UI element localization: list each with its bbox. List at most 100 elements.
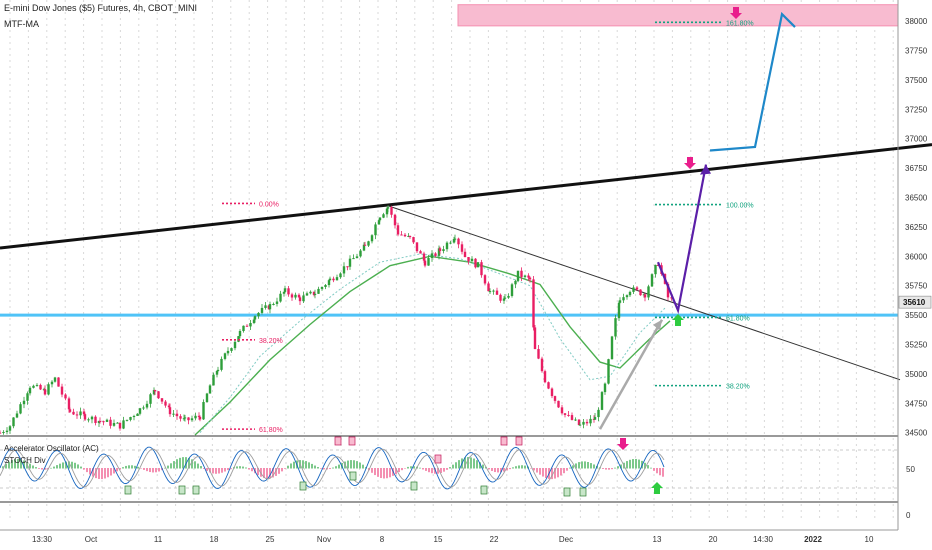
ac-histogram-bar bbox=[620, 464, 622, 469]
ac-histogram-bar bbox=[614, 467, 616, 469]
ac-histogram-bar bbox=[509, 468, 511, 470]
candle-body bbox=[585, 421, 589, 424]
ac-histogram-bar bbox=[347, 460, 349, 469]
bull-div-marker bbox=[178, 485, 186, 495]
ac-histogram-bar bbox=[329, 468, 331, 470]
ac-histogram-bar bbox=[236, 466, 238, 469]
bull-div-marker bbox=[579, 487, 587, 497]
ac-histogram-bar bbox=[449, 467, 451, 469]
candle-body bbox=[449, 242, 452, 244]
candle-body bbox=[445, 242, 449, 250]
ac-histogram-bar bbox=[659, 468, 661, 476]
candle-body bbox=[618, 300, 622, 303]
candle-body bbox=[183, 417, 187, 419]
candle-body bbox=[68, 409, 72, 412]
candle-body bbox=[313, 293, 317, 295]
ac-histogram-bar bbox=[377, 468, 379, 477]
ac-histogram-bar bbox=[428, 468, 430, 473]
ac-histogram-bar bbox=[476, 460, 478, 469]
candle-body bbox=[87, 419, 90, 421]
candle-body bbox=[628, 291, 632, 296]
ac-histogram-bar bbox=[533, 468, 535, 471]
candle-body bbox=[352, 258, 355, 260]
candle-body bbox=[670, 297, 673, 299]
y-tick-label: 35500 bbox=[905, 311, 928, 320]
candle-body bbox=[463, 251, 467, 258]
x-tick-label: 8 bbox=[380, 535, 385, 544]
ac-histogram-bar bbox=[224, 468, 226, 472]
x-tick-label: 2022 bbox=[804, 535, 822, 544]
ac-histogram-bar bbox=[566, 468, 568, 471]
candle-body bbox=[385, 208, 389, 215]
ac-histogram-bar bbox=[242, 466, 244, 469]
ac-histogram-bar bbox=[539, 468, 541, 475]
candle-body bbox=[94, 416, 97, 423]
x-tick-label: 25 bbox=[266, 535, 275, 544]
ac-histogram-bar bbox=[140, 468, 142, 469]
ac-histogram-bar bbox=[89, 468, 91, 475]
stoch-d-line bbox=[0, 448, 665, 488]
candle-body bbox=[593, 417, 597, 420]
ac-histogram-bar bbox=[440, 468, 442, 474]
candle-body bbox=[82, 411, 86, 415]
candle-body bbox=[514, 280, 517, 285]
candle-body bbox=[60, 386, 64, 395]
candle-body bbox=[249, 323, 252, 327]
ac-histogram-bar bbox=[26, 461, 28, 469]
y-tick-label: 35000 bbox=[905, 370, 928, 379]
x-tick-label: 13 bbox=[653, 535, 662, 544]
candle-body bbox=[212, 374, 215, 386]
candle-body bbox=[67, 398, 71, 410]
candle-body bbox=[614, 318, 617, 337]
ac-histogram-bar bbox=[332, 467, 334, 469]
candle-body bbox=[578, 424, 582, 426]
ac-histogram-bar bbox=[56, 465, 58, 469]
candle-body bbox=[198, 416, 202, 420]
ac-histogram-bar bbox=[605, 468, 607, 470]
candle-body bbox=[335, 277, 339, 281]
ac-histogram-bar bbox=[119, 468, 121, 470]
candle-body bbox=[202, 402, 205, 420]
ac-histogram-bar bbox=[14, 459, 16, 469]
ac-histogram-bar bbox=[302, 460, 304, 469]
candle-body bbox=[116, 422, 119, 424]
bull-div-marker bbox=[410, 481, 418, 491]
candle-body bbox=[19, 404, 22, 414]
ac-histogram-bar bbox=[35, 467, 37, 469]
ac-histogram-bar bbox=[317, 467, 319, 469]
ac-histogram-bar bbox=[176, 459, 178, 469]
candle-body bbox=[422, 253, 426, 261]
last-price-label: 35610 bbox=[903, 298, 926, 307]
ac-histogram-bar bbox=[314, 465, 316, 469]
target-zone bbox=[457, 4, 899, 27]
ac-histogram-bar bbox=[74, 462, 76, 469]
candle-body bbox=[279, 293, 282, 302]
candle-body bbox=[216, 369, 220, 371]
candle-body bbox=[635, 287, 639, 290]
ac-histogram-bar bbox=[83, 468, 85, 470]
ac-histogram-bar bbox=[41, 468, 43, 470]
ac-histogram-bar bbox=[536, 468, 538, 473]
upper-trendline bbox=[0, 143, 932, 250]
ac-histogram-bar bbox=[125, 465, 127, 469]
candle-body bbox=[430, 253, 434, 259]
ac-histogram-bar bbox=[179, 457, 181, 469]
symbol-title: E-mini Dow Jones ($5) Futures, 4h, CBOT_… bbox=[4, 3, 198, 13]
x-tick-label: Nov bbox=[317, 535, 331, 544]
up-signal-arrow bbox=[672, 314, 684, 326]
ac-histogram-bar bbox=[413, 466, 415, 469]
candle-body bbox=[550, 388, 554, 397]
ac-histogram-bar bbox=[110, 468, 112, 476]
ac-histogram-bar bbox=[293, 461, 295, 469]
ac-histogram-bar bbox=[116, 468, 118, 472]
x-tick-label: 20 bbox=[709, 535, 718, 544]
ac-histogram-bar bbox=[437, 468, 439, 474]
candle-body bbox=[639, 289, 642, 296]
y-tick-label: 36000 bbox=[905, 252, 928, 261]
candle-body bbox=[226, 350, 230, 354]
candle-body bbox=[438, 248, 442, 252]
candle-body bbox=[245, 325, 249, 327]
ac-histogram-bar bbox=[602, 468, 604, 469]
ac-histogram-bar bbox=[272, 468, 274, 478]
